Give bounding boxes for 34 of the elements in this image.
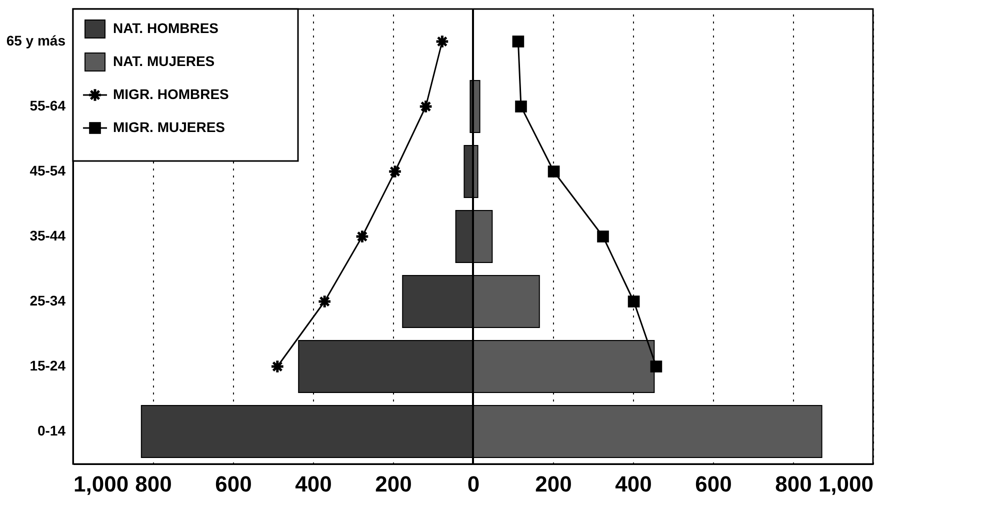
x-tick-label: 600 — [695, 472, 732, 496]
legend-label: NAT. HOMBRES — [113, 20, 219, 36]
x-tick-label: 400 — [295, 472, 332, 496]
point — [548, 166, 560, 178]
y-tick-label: 0-14 — [37, 422, 66, 438]
y-tick-label: 15-24 — [30, 358, 66, 374]
point — [317, 294, 332, 309]
y-tick-label: 65 y más — [6, 32, 66, 48]
point — [388, 164, 402, 179]
legend-label: MIGR. MUJERES — [113, 119, 226, 135]
point — [628, 296, 640, 308]
point — [270, 359, 285, 374]
point — [515, 100, 527, 112]
x-tick-label: 200 — [375, 472, 412, 496]
y-tick-label: 35-44 — [30, 228, 66, 244]
x-tick-label: 200 — [535, 472, 572, 496]
legend-label: MIGR. HOMBRES — [113, 86, 229, 102]
point — [597, 230, 609, 242]
x-tick-label: 600 — [215, 472, 252, 496]
point — [650, 360, 662, 372]
y-tick-label: 45-54 — [30, 162, 66, 178]
legend-label: NAT. MUJERES — [113, 53, 215, 69]
point — [355, 229, 370, 244]
x-tick-label: 1,000 — [818, 472, 874, 496]
x-tick-label: 800 — [775, 472, 812, 496]
point — [435, 34, 450, 49]
x-tick-label: 0 — [467, 472, 480, 496]
y-tick-label: 55-64 — [30, 98, 66, 114]
x-tick-label: 400 — [615, 472, 652, 496]
point — [512, 36, 524, 48]
x-tick-label: 800 — [135, 472, 172, 496]
y-tick-label: 25-34 — [30, 292, 66, 308]
point — [418, 99, 433, 114]
x-tick-label: 1,000 — [74, 472, 129, 496]
